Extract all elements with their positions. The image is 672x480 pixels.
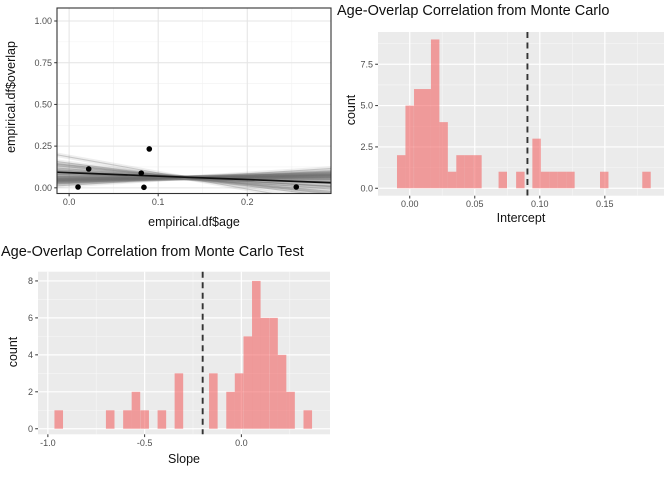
axis-ticks-and-labels: 0.00 0.05 0.10 0.15 0.0 2.5 5.0 7.5	[360, 59, 613, 209]
axis-ticks-and-labels: 0.0 0.1 0.2 0.00 0.25 0.50 0.75 1.00	[34, 16, 253, 207]
intercept-y-axis-title: count	[344, 94, 358, 126]
slope-canvas: -1.0 -0.5 0.0 0 2 4 6 8	[28, 271, 330, 448]
svg-text:1.00: 1.00	[34, 16, 52, 26]
svg-text:0.25: 0.25	[34, 141, 52, 151]
svg-text:8: 8	[28, 276, 33, 286]
svg-text:7.5: 7.5	[360, 59, 373, 69]
svg-text:0.00: 0.00	[401, 199, 419, 209]
fit-line	[57, 171, 331, 184]
intercept-canvas: 0.00 0.05 0.10 0.15 0.0 2.5 5.0 7.5	[360, 32, 664, 209]
svg-text:0.0: 0.0	[235, 438, 248, 448]
panel-background	[57, 8, 331, 194]
intercept-histogram: Age-Overlap Correlation from Monte Carlo…	[336, 0, 672, 232]
slope-x-axis-title: Slope	[168, 452, 200, 466]
svg-text:0: 0	[28, 424, 33, 434]
intercept-x-axis-title: Intercept	[496, 211, 546, 225]
svg-text:5.0: 5.0	[360, 101, 373, 111]
svg-text:2.5: 2.5	[360, 142, 373, 152]
svg-text:0.75: 0.75	[34, 58, 52, 68]
scatter-canvas: 0.0 0.1 0.2 0.00 0.25 0.50 0.75 1.00	[34, 7, 332, 207]
slope-histogram: Age-Overlap Correlation from Monte Carlo…	[0, 240, 336, 480]
svg-text:0.05: 0.05	[466, 199, 484, 209]
simulation-lines	[57, 152, 331, 194]
svg-text:0.0: 0.0	[63, 197, 76, 207]
slope-y-axis-title: count	[6, 336, 20, 368]
histogram-bars	[396, 39, 651, 189]
svg-text:0.2: 0.2	[241, 197, 254, 207]
svg-text:0.0: 0.0	[360, 183, 373, 193]
scatter-plot: 0.0 0.1 0.2 0.00 0.25 0.50 0.75 1.00 empirical.…	[0, 0, 336, 232]
scatter-x-axis-title: empirical.df$age	[148, 215, 240, 229]
gridlines	[57, 8, 331, 194]
intercept-histogram-title: Age-Overlap Correlation from Monte Carlo	[337, 3, 610, 19]
svg-text:0.15: 0.15	[596, 199, 614, 209]
axis-ticks-and-labels: -1.0 -0.5 0.0 0 2 4 6 8	[28, 276, 248, 448]
svg-text:0.00: 0.00	[34, 183, 52, 193]
svg-text:6: 6	[28, 313, 33, 323]
svg-text:0.10: 0.10	[531, 199, 549, 209]
svg-text:2: 2	[28, 387, 33, 397]
svg-text:0.50: 0.50	[34, 100, 52, 110]
panel-border	[56, 7, 332, 195]
svg-text:-0.5: -0.5	[137, 438, 153, 448]
svg-text:-1.0: -1.0	[40, 438, 56, 448]
svg-text:0.1: 0.1	[152, 197, 165, 207]
data-points	[75, 146, 300, 191]
histogram-bars	[54, 280, 313, 429]
svg-text:4: 4	[28, 350, 33, 360]
slope-histogram-title: Age-Overlap Correlation from Monte Carlo…	[1, 244, 304, 260]
scatter-y-axis-title: empirical.df$overlap	[4, 41, 18, 153]
